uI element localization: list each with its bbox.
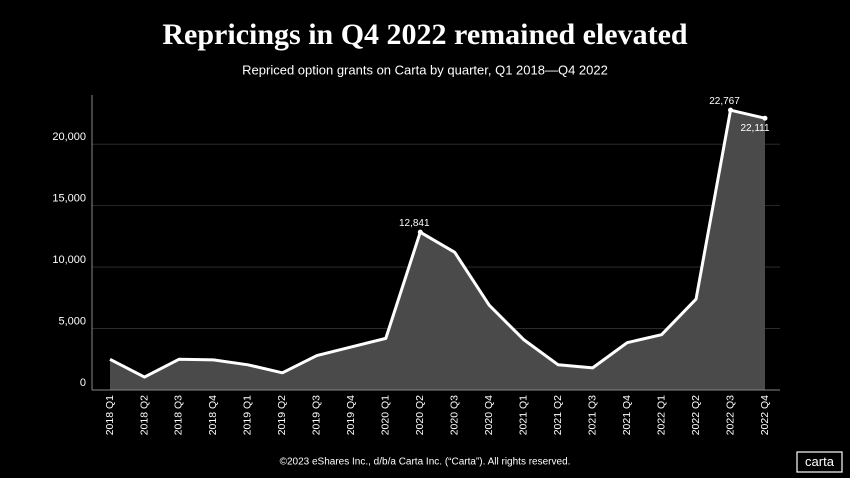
point — [728, 107, 734, 113]
y-tick-label: 10,000 — [52, 254, 86, 266]
x-tick-label: 2018 Q1 — [104, 395, 116, 435]
x-tick-label: 2022 Q4 — [759, 395, 771, 435]
x-tick-label: 2020 Q3 — [449, 395, 461, 435]
logo-box — [796, 451, 843, 473]
y-tick-label: 5,000 — [58, 315, 86, 327]
x-tick-label: 2020 Q1 — [380, 395, 392, 435]
point — [762, 115, 768, 121]
x-tick-label: 2019 Q2 — [276, 395, 288, 435]
x-tick-label: 2022 Q3 — [724, 395, 736, 435]
footer: ©2023 eShares Inc., d/b/a Carta Inc. (“C… — [280, 457, 571, 468]
x-tick-label: 2022 Q1 — [655, 395, 667, 435]
value-label: 12,841 — [399, 218, 430, 229]
y-tick-label: 15,000 — [52, 193, 86, 205]
chart-subtitle: Repriced option grants on Carta by quart… — [242, 62, 608, 77]
x-tick-label: 2020 Q4 — [483, 395, 495, 435]
x-tick-label: 2022 Q2 — [690, 395, 702, 435]
y-tick-label: 0 — [80, 377, 86, 389]
x-tick-label: 2020 Q2 — [414, 395, 426, 435]
chart-title: Repricings in Q4 2022 remained elevated — [162, 18, 688, 51]
value-label: 22,111 — [740, 123, 770, 134]
x-tick-label: 2019 Q4 — [345, 395, 357, 435]
x-tick-label: 2021 Q4 — [621, 395, 633, 435]
x-tick-label: 2018 Q2 — [138, 395, 150, 435]
x-tick-label: 2018 Q4 — [207, 395, 219, 435]
point — [417, 229, 423, 235]
x-tick-label: 2021 Q1 — [517, 395, 529, 435]
x-tick-label: 2021 Q2 — [552, 395, 564, 435]
x-tick-label: 2019 Q3 — [311, 395, 323, 435]
x-tick-label: 2021 Q3 — [586, 395, 598, 435]
area — [110, 110, 765, 390]
y-tick-label: 20,000 — [52, 131, 86, 143]
x-tick-label: 2018 Q3 — [173, 395, 185, 435]
x-tick-label: 2019 Q1 — [242, 395, 254, 435]
value-label: 22,767 — [709, 96, 740, 107]
line — [109, 108, 766, 379]
logo: carta — [805, 454, 835, 469]
